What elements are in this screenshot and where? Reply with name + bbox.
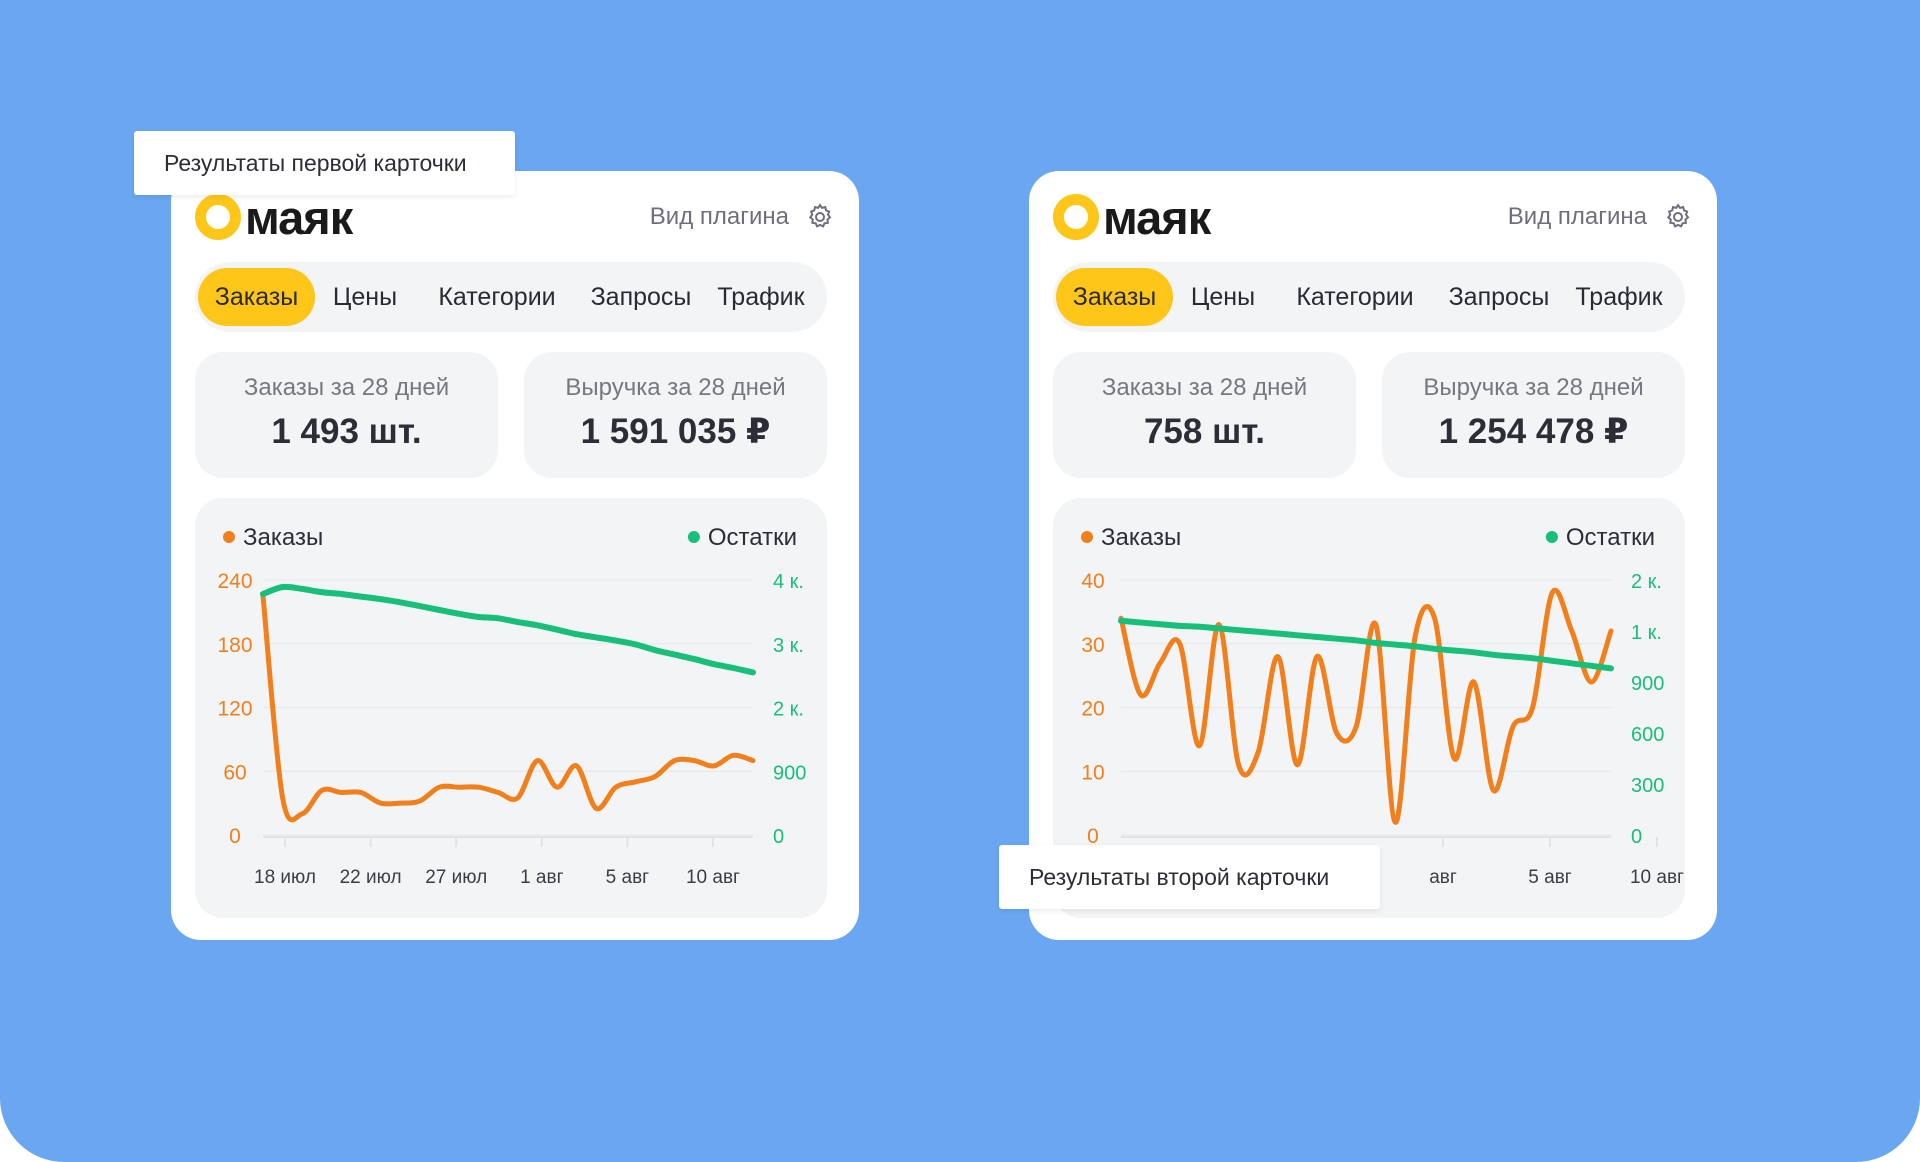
card-header: маяк Вид плагина — [195, 190, 835, 244]
y-left-tick: 60 — [223, 761, 246, 784]
stock-series-line — [260, 583, 756, 676]
orders-stat: Заказы за 28 дней 758 шт. — [1053, 352, 1356, 478]
y-right-tick: 900 — [773, 762, 806, 784]
plugin-view-button[interactable]: Вид плагина — [650, 199, 835, 235]
logo: маяк — [1053, 190, 1211, 244]
y-left-tick: 0 — [1087, 825, 1099, 848]
legend-dot-orders — [223, 531, 235, 543]
plugin-view-button[interactable]: Вид плагина — [1508, 199, 1693, 235]
card-header: маяк Вид плагина — [1053, 190, 1693, 244]
tab-categories[interactable]: Категории — [438, 283, 556, 311]
y-left-tick: 20 — [1081, 698, 1104, 721]
y-left-tick: 30 — [1081, 634, 1104, 657]
orders-stat-label: Заказы за 28 дней — [243, 374, 450, 401]
x-tick-label: 5 авг — [1528, 867, 1572, 888]
y-right-tick: 600 — [1631, 724, 1664, 746]
y-left-tick: 120 — [217, 698, 252, 721]
logo: маяк — [195, 190, 353, 244]
y-left-tick: 10 — [1081, 761, 1104, 784]
tab-queries[interactable]: Запросы — [590, 283, 692, 311]
y-right-tick: 2 к. — [773, 699, 804, 721]
x-tick-label: 10 авг — [1630, 867, 1684, 888]
gear-icon[interactable] — [805, 202, 835, 232]
logo-text: маяк — [1103, 190, 1211, 244]
x-tick-label: 10 авг — [686, 867, 740, 888]
orders-stat-value: 1 493 шт. — [271, 412, 422, 451]
y-right-tick: 0 — [1631, 826, 1642, 848]
x-tick-label: авг — [1429, 867, 1457, 888]
y-right-tick: 3 к. — [773, 635, 804, 657]
legend-stock: Остатки — [708, 524, 797, 551]
legend-stock: Остатки — [1566, 524, 1655, 551]
tab-traffic[interactable]: Трафик — [717, 283, 805, 311]
tab-orders[interactable]: Заказы — [198, 268, 315, 326]
x-tick-label: 27 июл — [425, 867, 487, 888]
logo-text: маяк — [245, 190, 353, 244]
orders-stat-value: 758 шт. — [1143, 412, 1266, 451]
revenue-stat: Выручка за 28 дней 1 254 478 ₽ — [1382, 352, 1685, 478]
tab-categories[interactable]: Категории — [1296, 283, 1414, 311]
orders-series-line — [1118, 587, 1614, 825]
x-tick-label: 5 авг — [606, 867, 650, 888]
legend-dot-stock — [687, 531, 700, 543]
tab-queries[interactable]: Запросы — [1448, 283, 1550, 311]
revenue-stat-label: Выручка за 28 дней — [565, 374, 786, 401]
tab-bar: Заказы Цены Категории Запросы Трафик — [195, 262, 827, 332]
gear-icon[interactable] — [1663, 202, 1693, 232]
y-right-tick: 1 к. — [1631, 622, 1662, 644]
x-tick-label: 22 июл — [340, 867, 402, 888]
revenue-stat: Выручка за 28 дней 1 591 035 ₽ — [524, 352, 827, 478]
plugin-card-second: маяк Вид плагина Заказы Цены Категории З… — [1029, 171, 1717, 940]
revenue-stat-value: 1 254 478 ₽ — [1438, 412, 1629, 451]
x-tick-label: 1 авг — [520, 867, 564, 888]
chart-svg: Заказы Остатки 0 10 20 30 40 0 300 600 900 1 к. 2 к.… — [1081, 524, 1684, 888]
tab-traffic[interactable]: Трафик — [1575, 283, 1663, 311]
revenue-stat-value: 1 591 035 ₽ — [580, 412, 771, 451]
y-right-tick: 2 к. — [1631, 571, 1662, 593]
orders-stat: Заказы за 28 дней 1 493 шт. — [195, 352, 498, 478]
logo-mark-icon — [1053, 194, 1099, 240]
x-tick-label: 18 июл — [254, 867, 316, 888]
chart-svg: Заказы Остатки 0 60 120 180 240 0 900 2 к. 3 к. 4 к… — [217, 524, 806, 888]
tab-prices[interactable]: Цены — [1190, 283, 1256, 311]
tab-bar: Заказы Цены Категории Запросы Трафик — [1053, 262, 1685, 332]
orders-series-line — [260, 593, 756, 823]
plugin-view-label: Вид плагина — [649, 203, 789, 230]
y-left-tick: 0 — [229, 825, 241, 848]
y-left-tick: 180 — [217, 634, 252, 657]
stock-series-line — [1118, 617, 1614, 672]
logo-mark-icon — [195, 194, 241, 240]
legend-dot-orders — [1081, 531, 1093, 543]
orders-stat-label: Заказы за 28 дней — [1101, 374, 1308, 401]
plugin-view-label: Вид плагина — [1507, 203, 1647, 230]
legend-dot-stock — [1545, 531, 1558, 543]
tab-orders[interactable]: Заказы — [1056, 268, 1173, 326]
y-right-tick: 0 — [773, 826, 784, 848]
plugin-card-first: маяк Вид плагина Заказы Цены Категории З… — [171, 171, 859, 940]
y-left-tick: 240 — [217, 570, 252, 593]
tab-prices[interactable]: Цены — [332, 283, 398, 311]
y-right-tick: 4 к. — [773, 571, 804, 593]
y-right-tick: 300 — [1631, 775, 1664, 797]
revenue-stat-label: Выручка за 28 дней — [1423, 374, 1644, 401]
legend-orders: Заказы — [243, 524, 323, 551]
second-card-caption: Результаты второй карточки — [999, 845, 1380, 909]
y-left-tick: 40 — [1081, 570, 1104, 593]
first-card-caption: Результаты первой карточки — [134, 131, 515, 195]
y-right-tick: 900 — [1631, 673, 1664, 695]
legend-orders: Заказы — [1101, 524, 1181, 551]
orders-chart: Заказы Остатки 0 60 120 180 240 0 900 2 к. 3 к. 4 к… — [195, 498, 827, 918]
